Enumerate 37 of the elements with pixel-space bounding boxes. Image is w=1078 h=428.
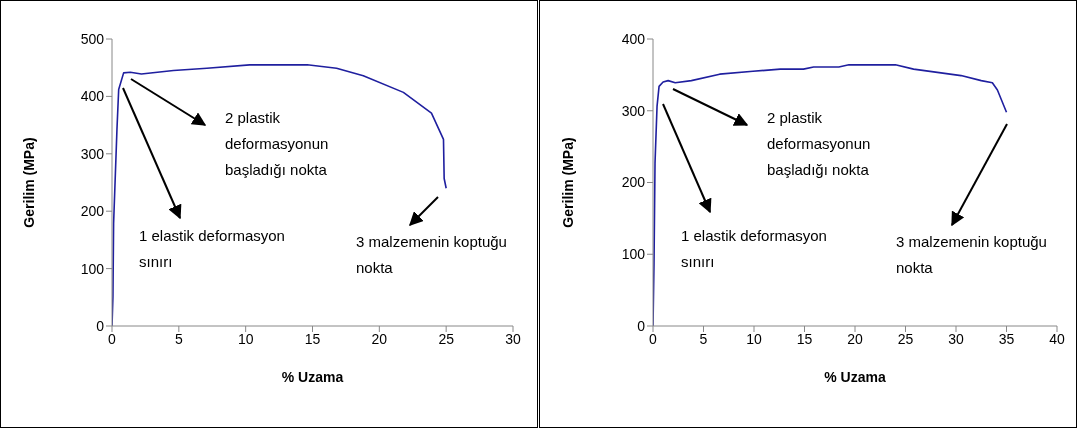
x-tick-label: 25 — [897, 330, 914, 347]
annotation: 1 elastik deformasyon sınırı — [139, 226, 286, 272]
x-tick-label: 20 — [847, 330, 863, 347]
y-tick-label: 400 — [80, 88, 105, 105]
y-tick-label: 100 — [80, 260, 105, 277]
y-tick-label: 200 — [80, 203, 105, 220]
annotation: 1 elastik deformasyon sınırı — [681, 226, 828, 272]
x-tick-label: 5 — [699, 330, 708, 347]
x-tick-label: 30 — [948, 330, 964, 347]
x-tick-label: 15 — [304, 330, 321, 347]
annotation: 2 plastik deformasyonun başladığı nokta — [225, 108, 330, 180]
annotation: 3 malzemenin koptuğu nokta — [356, 232, 508, 278]
x-axis-title: % Uzama — [824, 369, 886, 385]
x-tick-label: 40 — [1049, 330, 1065, 347]
x-tick-label: 15 — [796, 330, 813, 347]
y-tick-label: 500 — [80, 30, 105, 47]
y-tick-label: 400 — [621, 30, 646, 47]
y-tick-label: 300 — [80, 145, 105, 162]
y-tick-label: 200 — [621, 174, 646, 191]
x-tick-label: 5 — [174, 330, 183, 347]
x-tick-label: 30 — [505, 330, 521, 347]
x-tick-label: 0 — [649, 330, 658, 347]
x-tick-label: 10 — [746, 330, 762, 347]
x-tick-label: 25 — [438, 330, 455, 347]
x-axis-title: % Uzama — [281, 369, 344, 385]
y-axis-title: Gerilim (MPa) — [559, 137, 576, 228]
y-tick-label: 0 — [96, 317, 105, 334]
y-tick-label: 0 — [637, 317, 646, 334]
y-axis-title: Gerilim (MPa) — [20, 137, 37, 228]
x-tick-label: 0 — [108, 330, 117, 347]
annotation: 2 plastik deformasyonun başladığı nokta — [767, 108, 872, 180]
x-tick-label: 20 — [371, 330, 388, 347]
x-tick-label: 10 — [237, 330, 254, 347]
x-tick-label: 35 — [998, 330, 1015, 347]
y-tick-label: 300 — [621, 102, 646, 119]
annotation: 3 malzemenin koptuğu nokta — [896, 232, 1048, 278]
y-tick-label: 100 — [621, 246, 646, 263]
